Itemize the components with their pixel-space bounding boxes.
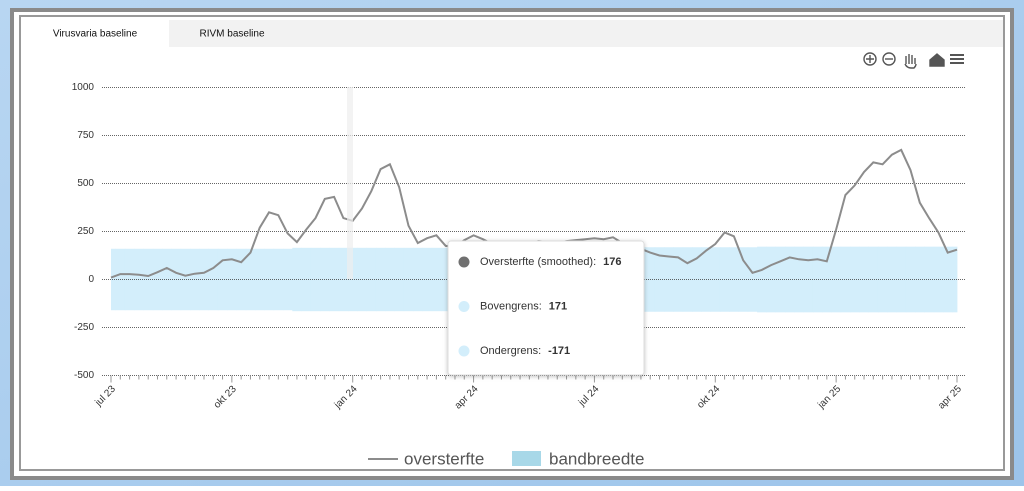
band-segment: [441, 247, 451, 312]
band-segment: [292, 247, 302, 312]
zoom-in[interactable]: [863, 52, 877, 66]
band-segment: [710, 247, 721, 312]
band-segment: [236, 248, 247, 311]
tooltip-value: 171: [549, 300, 567, 312]
tooltip-value: 176: [603, 256, 621, 268]
tab-active[interactable]: [21, 20, 169, 47]
tooltip-marker: [458, 256, 470, 268]
pan[interactable]: [904, 54, 917, 69]
y-tick-label: 0: [88, 274, 94, 285]
band-segment: [738, 247, 749, 312]
menu[interactable]: [950, 54, 964, 64]
reset[interactable]: [929, 53, 945, 67]
tab-bar: [21, 20, 1003, 47]
band-segment: [840, 246, 851, 313]
band-segment: [366, 247, 377, 312]
tooltip-label: Ondergrens:: [480, 345, 541, 357]
y-tick-label: 750: [77, 130, 94, 141]
tooltip-marker: [458, 345, 470, 357]
band-segment: [868, 246, 879, 313]
tooltip-marker: [458, 301, 470, 312]
band-segment: [134, 248, 144, 311]
crosshair: [347, 87, 353, 279]
tooltip-value: -171: [548, 345, 570, 357]
band-segment: [255, 248, 265, 311]
band-segment: [282, 248, 293, 311]
band-segment: [943, 246, 953, 313]
band-segment: [208, 248, 219, 311]
band-segment: [422, 247, 433, 312]
y-tick-label: -500: [74, 370, 94, 381]
y-tick-label: -250: [74, 322, 94, 333]
inner-frame: [19, 15, 1005, 471]
band-segment: [757, 246, 767, 313]
band-segment: [320, 247, 330, 312]
band-segment: [812, 246, 823, 313]
tab[interactable]: Virusvaria baseline: [53, 29, 138, 40]
legend-label: oversterfte: [404, 449, 484, 468]
band-segment: [924, 246, 935, 313]
band-segment: [896, 246, 907, 313]
band-segment: [413, 247, 423, 312]
band-segment: [785, 246, 795, 313]
y-tick-label: 250: [77, 226, 94, 237]
band-segment: [794, 246, 805, 313]
band-segment: [180, 248, 191, 311]
legend-label: bandbreedte: [549, 449, 644, 468]
zoom-out[interactable]: [882, 52, 896, 66]
band-segment: [264, 248, 275, 311]
band-segment: [338, 247, 349, 312]
tooltip-label: Bovengrens:: [480, 300, 542, 312]
tooltip-label: Oversterfte (smoothed):: [480, 256, 596, 268]
tooltip: [447, 240, 645, 376]
band-segment: [111, 248, 117, 311]
y-tick-label: 1000: [72, 82, 95, 93]
legend-swatch: [512, 451, 541, 466]
y-tick-label: 500: [77, 178, 94, 189]
band-segment: [822, 246, 832, 313]
band-segment: [766, 246, 777, 313]
band-segment: [654, 247, 665, 312]
band-segment: [664, 247, 674, 312]
band-segment: [394, 247, 405, 312]
band-segment: [152, 248, 163, 311]
band-segment: [682, 247, 693, 312]
toolbar: [863, 52, 964, 69]
tab[interactable]: RIVM baseline: [199, 29, 264, 40]
band-segment: [124, 248, 135, 311]
band-segment: [310, 247, 321, 312]
